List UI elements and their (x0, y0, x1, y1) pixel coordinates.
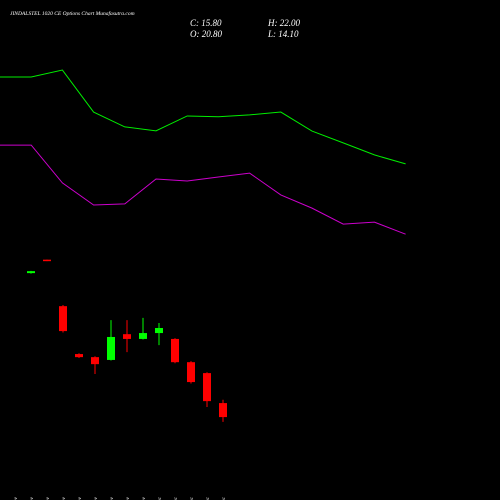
x-tick-label: 06 Dec (221, 496, 227, 500)
candle-body (59, 306, 67, 332)
candle-body (91, 357, 99, 365)
candle-body (219, 403, 227, 418)
candle-body (171, 338, 179, 363)
x-tick-label: 02 Dec (157, 496, 163, 500)
candle-body (43, 259, 51, 262)
x-tick-label: 21 Nov (45, 496, 51, 500)
candle-body (27, 271, 35, 274)
candle-body (107, 336, 115, 360)
candle-body (187, 362, 195, 383)
x-tick-label: 03 Dec (173, 496, 179, 500)
candle-body (203, 373, 211, 402)
stat-close: C: 15.80 (190, 18, 222, 28)
candle-body (139, 333, 147, 339)
candle-body (123, 334, 131, 339)
x-tick-label: 27 Nov (109, 496, 115, 500)
x-tick-label: 18 Nov (13, 496, 19, 500)
stat-high: H: 22.00 (267, 18, 300, 28)
indicator-line (0, 69, 406, 165)
x-tick-label: 05 Dec (205, 496, 211, 500)
stat-low: L: 14.10 (267, 29, 299, 39)
x-tick-label: 04 Dec (188, 496, 195, 500)
indicator-line (0, 144, 406, 235)
candle-body (155, 328, 163, 334)
x-tick-label: 25 Nov (77, 496, 83, 500)
x-tick-label: 22 Nov (61, 496, 67, 500)
stat-open: O: 20.80 (190, 29, 222, 39)
x-tick-label: 29 Nov (141, 496, 147, 500)
x-tick-label: 28 Nov (125, 496, 131, 500)
x-tick-label: 26 Nov (93, 496, 99, 500)
chart-title: JINDALSTEL 1020 CE Options Chart Munafas… (10, 10, 135, 17)
candle-body (75, 354, 83, 358)
x-tick-label: 19 Nov (29, 496, 35, 500)
